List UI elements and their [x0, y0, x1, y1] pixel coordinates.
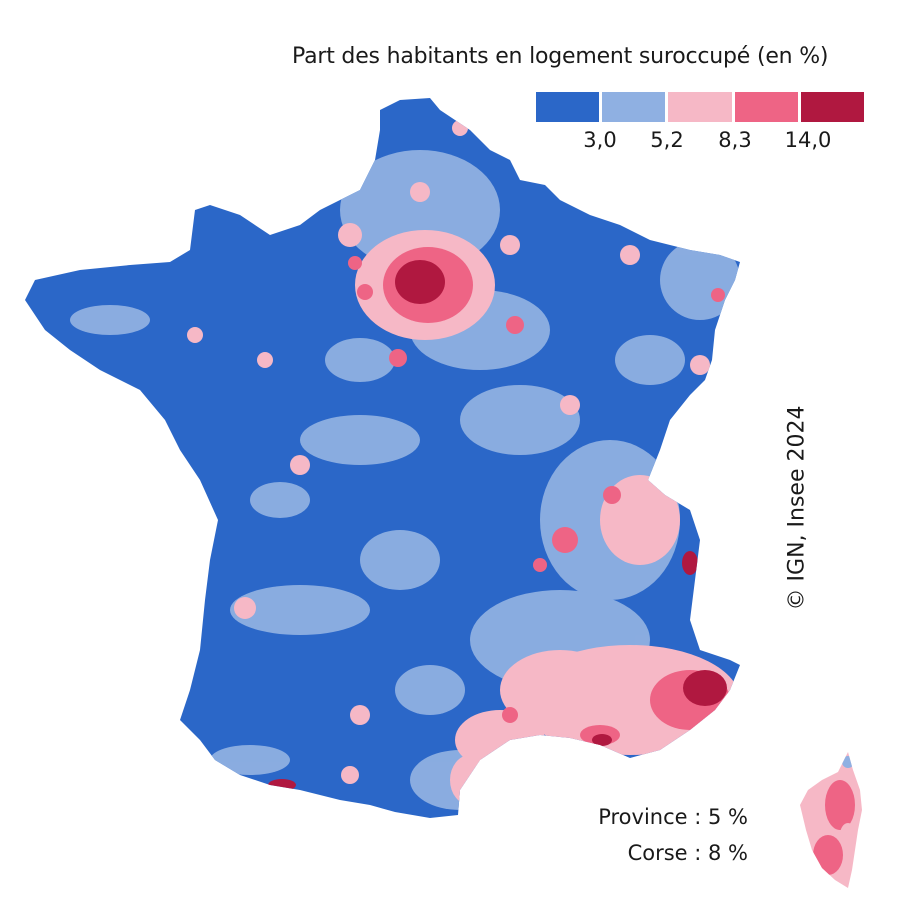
corsica [800, 752, 862, 888]
legend-swatch-1 [536, 92, 600, 122]
legend-tick-labels: 3,0 5,2 8,3 14,0 [0, 128, 900, 158]
crimson-zones [268, 260, 727, 791]
france-mainland [25, 98, 740, 818]
legend-swatch-2 [602, 92, 666, 122]
legend-title: Part des habitants en logement suroccupé… [292, 44, 829, 69]
legend-tick-2: 5,2 [650, 128, 684, 152]
copyright-text: © IGN, Insee 2024 [784, 405, 810, 611]
legend-swatch-4 [734, 92, 798, 122]
stat-province: Province : 5 % [598, 805, 748, 829]
legend-tick-1: 3,0 [583, 128, 617, 152]
legend-swatch-3 [668, 92, 732, 122]
legend-tick-4: 14,0 [784, 128, 832, 152]
stat-corse: Corse : 8 % [627, 841, 748, 865]
legend-tick-3: 8,3 [718, 128, 752, 152]
legend-swatch-5 [800, 92, 865, 122]
legend-color-scale [536, 92, 865, 122]
